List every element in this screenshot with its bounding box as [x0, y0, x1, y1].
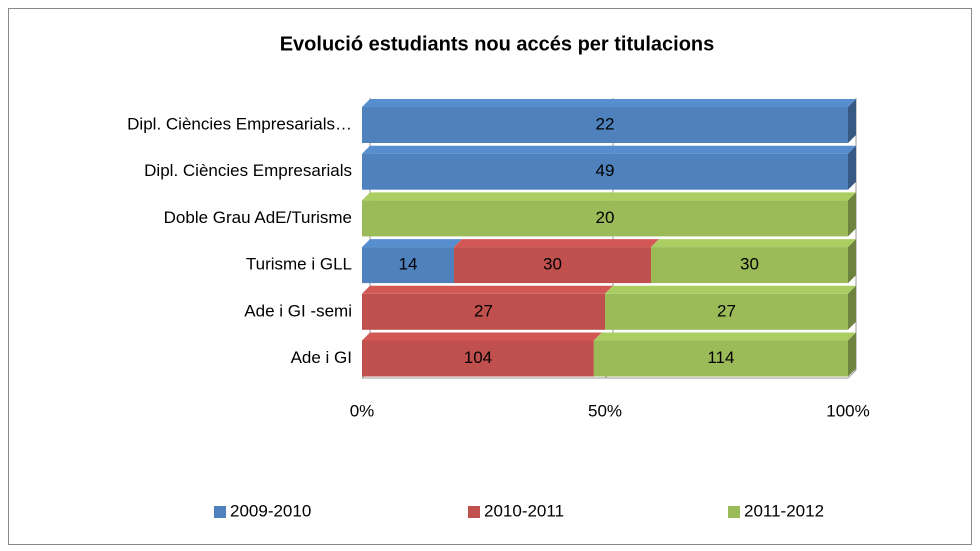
legend-label: 2010-2011 [484, 501, 564, 520]
bar-side [848, 239, 856, 284]
legend-swatch [728, 506, 740, 518]
x-tick-label: 0% [350, 401, 375, 420]
bar-side [848, 192, 856, 237]
data-label: 27 [474, 301, 493, 320]
y-tick-label: Dipl. Ciències Empresarials [144, 161, 352, 180]
data-label: 27 [717, 301, 736, 320]
bar-top [453, 239, 659, 248]
y-tick-label: Ade i GI [291, 348, 352, 367]
y-tick-label: Turisme i GLL [246, 255, 352, 274]
bar-top [593, 332, 856, 341]
bar [593, 340, 848, 377]
data-label: 22 [596, 114, 615, 133]
bar [650, 247, 848, 284]
bar [362, 153, 848, 190]
data-label: 20 [596, 208, 615, 227]
legend-label: 2011-2012 [744, 501, 824, 520]
data-label: 14 [399, 255, 418, 274]
legend-label: 2009-2010 [230, 501, 311, 520]
bar-side [848, 332, 856, 377]
bar-side [848, 285, 856, 330]
bar-side [848, 145, 856, 190]
grid-floor [847, 369, 857, 379]
data-label: 114 [707, 348, 734, 367]
y-tick-label: Dipl. Ciències Empresarials… [127, 114, 352, 133]
x-tick-label: 100% [826, 401, 869, 420]
data-label: 30 [740, 255, 759, 274]
chart-title: Evolució estudiants nou accés per titula… [280, 33, 715, 55]
y-tick-label: Doble Grau AdE/Turisme [164, 208, 352, 227]
bar-top [362, 285, 613, 294]
bar-top [605, 285, 856, 294]
bar [362, 293, 605, 330]
bar-top [362, 145, 856, 154]
data-label: 104 [464, 348, 492, 367]
bar-top [650, 239, 856, 248]
bar [362, 200, 848, 237]
data-label: 30 [543, 255, 562, 274]
bar [605, 293, 848, 330]
y-tick-label: Ade i GI -semi [244, 301, 352, 320]
bar [362, 340, 594, 377]
bar [362, 247, 454, 284]
data-label: 49 [596, 161, 615, 180]
bar-top [362, 332, 602, 341]
x-tick-label: 50% [588, 401, 622, 420]
legend-swatch [468, 506, 480, 518]
bar [453, 247, 651, 284]
bar-top [362, 239, 462, 248]
bar-top [362, 99, 856, 107]
bar [362, 107, 848, 143]
bar-side [848, 99, 856, 143]
bar-top [362, 192, 856, 201]
legend-swatch [214, 506, 226, 518]
